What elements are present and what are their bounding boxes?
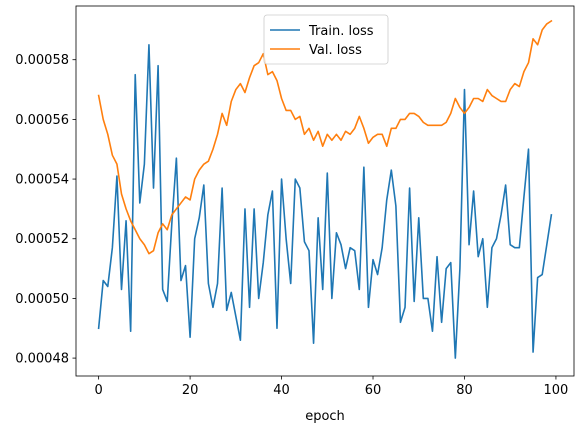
x-tick-label: 80 (456, 383, 473, 398)
x-tick-label: 0 (94, 383, 102, 398)
x-tick-label: 40 (273, 383, 290, 398)
x-tick-label: 60 (365, 383, 382, 398)
x-axis-label: epoch (305, 409, 345, 424)
y-tick-label: 0.00056 (15, 113, 69, 128)
y-tick-label: 0.00058 (15, 53, 69, 68)
y-axis: 0.00048 0.00050 0.00052 0.00054 0.00056 0.000… (15, 53, 76, 367)
legend-label-train-loss: Train. loss (308, 24, 374, 39)
plot-frame (75, 5, 575, 377)
y-tick-label: 0.00054 (15, 173, 69, 188)
y-tick-label: 0.00048 (15, 352, 69, 367)
y-tick-label: 0.00052 (15, 232, 69, 247)
series-line-val-loss (97, 19, 553, 255)
x-tick-label: 20 (182, 383, 199, 398)
x-axis: 0 20 40 60 80 100 (94, 376, 568, 398)
x-tick-label: 100 (544, 383, 569, 398)
legend-label-val-loss: Val. loss (309, 43, 362, 58)
legend: Train. loss Val. loss (263, 14, 389, 65)
y-tick-label: 0.00050 (15, 292, 69, 307)
legend-frame (263, 14, 389, 65)
series-line-train-loss (97, 43, 553, 359)
series-layer (97, 19, 553, 359)
